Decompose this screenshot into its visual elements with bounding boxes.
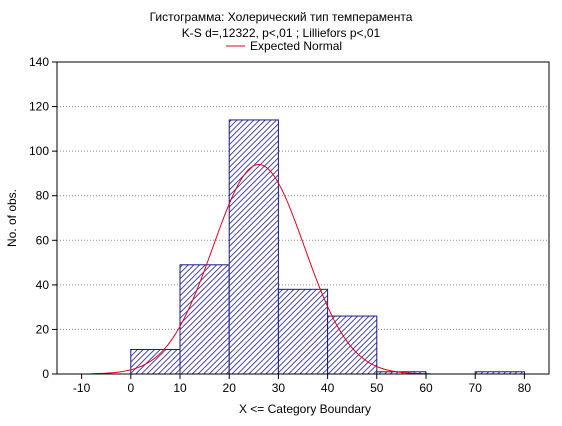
x-tick-label-8: 70 bbox=[469, 381, 483, 395]
x-tick-label-5: 40 bbox=[321, 381, 335, 395]
histogram-bar-2 bbox=[228, 119, 279, 375]
normal-curve-layer bbox=[91, 164, 431, 375]
y-tick-label-4: 80 bbox=[36, 189, 50, 203]
x-axis-ticks: -10 0 10 20 30 40 50 60 70 80 bbox=[73, 374, 531, 395]
y-axis-label: No. of obs. bbox=[5, 189, 19, 247]
x-tick-label-2: 10 bbox=[173, 381, 187, 395]
y-tick-label-0: 0 bbox=[42, 367, 49, 381]
histogram-bars bbox=[130, 119, 525, 375]
y-tick-label-5: 100 bbox=[29, 144, 49, 158]
y-tick-label-3: 60 bbox=[36, 233, 50, 247]
y-tick-label-6: 120 bbox=[29, 100, 49, 114]
x-axis-label: X <= Category Boundary bbox=[239, 402, 371, 416]
expected-normal-curve bbox=[91, 164, 431, 375]
histogram-bar-1 bbox=[179, 264, 230, 375]
histogram-bar-4 bbox=[327, 315, 378, 375]
x-tick-label-4: 30 bbox=[272, 381, 286, 395]
x-tick-label-3: 20 bbox=[223, 381, 237, 395]
y-tick-label-7: 140 bbox=[29, 55, 49, 69]
histogram-bar-0 bbox=[130, 348, 181, 375]
x-tick-label-1: 0 bbox=[127, 381, 134, 395]
legend: Expected Normal bbox=[226, 39, 342, 53]
x-tick-label-7: 60 bbox=[419, 381, 433, 395]
legend-label-expected-normal: Expected Normal bbox=[250, 39, 342, 53]
y-axis-ticks: 0 20 40 60 80 100 120 140 bbox=[29, 55, 57, 381]
x-tick-label-6: 50 bbox=[370, 381, 384, 395]
chart-title: Гистограмма: Холерический тип темперамен… bbox=[150, 10, 413, 24]
plot-frame bbox=[56, 61, 550, 375]
x-tick-label-0: -10 bbox=[73, 381, 91, 395]
chart-subtitle: K-S d=,12322, p<,01 ; Lilliefors p<,01 bbox=[182, 26, 381, 40]
y-tick-label-2: 40 bbox=[36, 278, 50, 292]
y-tick-label-1: 20 bbox=[36, 322, 50, 336]
x-tick-label-9: 80 bbox=[518, 381, 532, 395]
histogram-bar-3 bbox=[277, 288, 329, 375]
